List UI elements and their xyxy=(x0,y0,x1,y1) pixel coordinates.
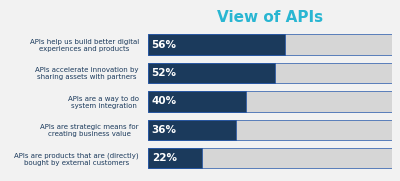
Bar xyxy=(148,34,392,55)
Bar xyxy=(148,119,236,140)
Bar xyxy=(148,91,392,111)
Text: 40%: 40% xyxy=(152,96,177,106)
Title: View of APIs: View of APIs xyxy=(217,10,323,25)
Text: 52%: 52% xyxy=(152,68,177,78)
Bar xyxy=(148,119,392,140)
Bar xyxy=(148,34,285,55)
Bar xyxy=(148,148,392,168)
Bar xyxy=(148,63,275,83)
Text: 36%: 36% xyxy=(152,125,177,135)
Bar xyxy=(148,91,246,111)
Bar xyxy=(148,148,202,168)
Bar xyxy=(148,63,392,83)
Text: 22%: 22% xyxy=(152,153,177,163)
Text: 56%: 56% xyxy=(152,40,177,50)
